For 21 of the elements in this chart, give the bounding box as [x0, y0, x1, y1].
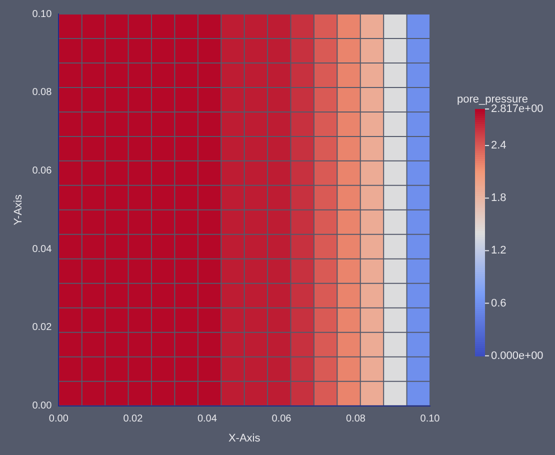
color-bar-title: pore_pressure [457, 94, 528, 106]
y-tick-label: 0.08 [32, 87, 52, 98]
color-bar-label: 2.4 [491, 140, 506, 152]
x-axis-title: X-Axis [228, 432, 261, 444]
y-axis-title: Y-Axis [12, 194, 25, 226]
y-tick-label: 0.04 [32, 244, 52, 255]
x-tick-label: 0.08 [346, 414, 366, 425]
y-tick-label: 0.02 [32, 322, 52, 334]
color-bar-label: 0.000e+00 [491, 350, 544, 362]
color-bar-label: 1.8 [491, 192, 506, 204]
y-tick-label: 0.06 [32, 165, 52, 176]
color-bar-label: 0.6 [491, 297, 506, 310]
y-tick-label: 0.00 [32, 400, 52, 412]
y-tick-label: 0.10 [32, 8, 52, 20]
x-tick-label: 0.04 [197, 414, 218, 425]
x-tick-label: 0.00 [48, 414, 69, 425]
x-tick-label: 0.02 [123, 414, 144, 425]
x-tick-label: 0.10 [420, 414, 440, 425]
x-tick-label: 0.06 [272, 414, 292, 425]
color-bar-label: 2.817e+00 [491, 103, 544, 116]
color-bar-label: 1.2 [491, 244, 506, 257]
